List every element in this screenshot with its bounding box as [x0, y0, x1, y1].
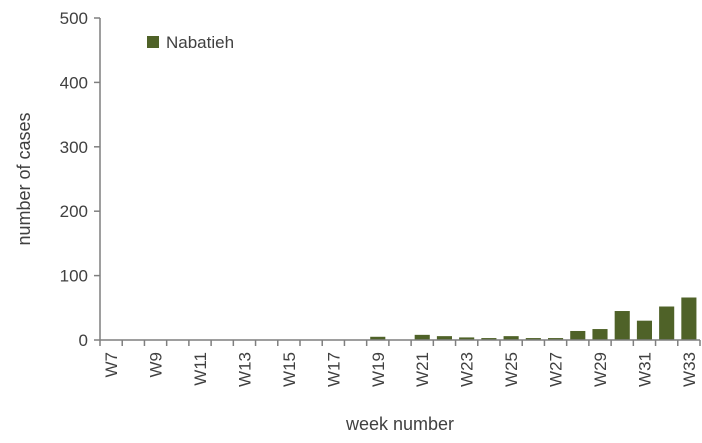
- bar-W25: [503, 336, 519, 340]
- y-tick-label: 0: [79, 331, 88, 350]
- x-tick-label: W13: [235, 352, 254, 387]
- y-axis-title: number of cases: [14, 112, 34, 245]
- bar-W24: [481, 338, 497, 340]
- bar-W22: [436, 336, 452, 340]
- bar-W29: [592, 329, 608, 340]
- x-tick-label: W19: [369, 352, 388, 387]
- x-tick-label: W27: [547, 352, 566, 387]
- x-tick-label: W33: [680, 352, 699, 387]
- x-tick-label: W21: [413, 352, 432, 387]
- bar-W27: [548, 338, 564, 340]
- bar-W28: [570, 330, 586, 340]
- bar-W19: [370, 336, 386, 340]
- x-tick-label: W11: [191, 352, 210, 386]
- legend-swatch: [147, 36, 159, 48]
- x-tick-label: W17: [324, 352, 343, 387]
- x-tick-label: W23: [458, 352, 477, 387]
- bar-W33: [681, 297, 697, 340]
- y-tick-label: 300: [60, 138, 88, 157]
- bar-W30: [614, 311, 630, 340]
- y-axis-ticks: 0 100 200 300 400 500: [60, 9, 100, 350]
- y-tick-label: 200: [60, 202, 88, 221]
- legend-label: Nabatieh: [166, 33, 234, 52]
- x-tick-label: W31: [635, 352, 654, 387]
- bar-series: [370, 297, 697, 340]
- y-tick-label: 100: [60, 267, 88, 286]
- bar-W31: [636, 320, 652, 340]
- x-axis-title: week number: [345, 414, 454, 434]
- legend: Nabatieh: [147, 33, 234, 52]
- bar-W26: [525, 338, 541, 340]
- x-tick-label: W29: [591, 352, 610, 387]
- x-axis-ticks: W7 W9 W11 W13 W15 W17 W19 W21 W23 W25 W27 W29 W31 W33: [99, 340, 701, 387]
- x-tick-label: W25: [502, 352, 521, 387]
- x-tick-label: W7: [102, 352, 121, 378]
- bar-W21: [414, 334, 430, 340]
- y-tick-label: 400: [60, 73, 88, 92]
- y-tick-label: 500: [60, 9, 88, 28]
- x-tick-label: W9: [147, 352, 166, 378]
- bar-W23: [459, 337, 475, 340]
- x-tick-label: W15: [280, 352, 299, 387]
- bar-W32: [659, 306, 675, 340]
